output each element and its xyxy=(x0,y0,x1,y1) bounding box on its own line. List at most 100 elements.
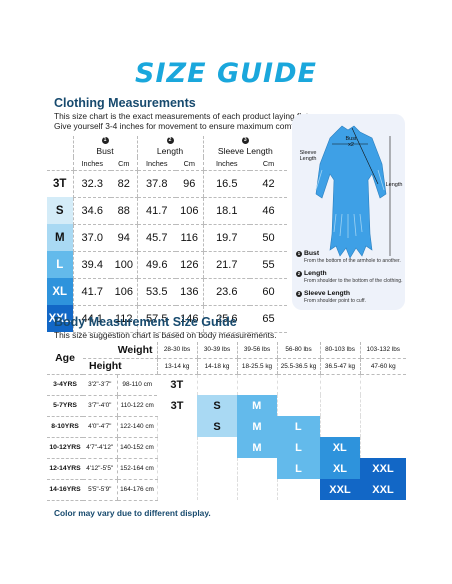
size-cell xyxy=(319,374,360,395)
size-label: 3T xyxy=(47,170,73,197)
weight-lbs: 56-80 lbs xyxy=(276,342,320,359)
size-cell xyxy=(236,479,277,500)
measurement-cell: 116 xyxy=(176,224,204,252)
table-row: 8-10YRS 4'0"-4'7" 122-140 cm S M L xyxy=(47,416,406,438)
length-label: Length xyxy=(385,182,403,188)
size-cell: L xyxy=(277,437,320,458)
bust-header: 1 Bust xyxy=(72,136,138,157)
clothing-desc-1: This size chart is the exact measurement… xyxy=(54,111,311,121)
measurement-cell: 42 xyxy=(250,170,288,198)
measurement-cell: 53.5 xyxy=(136,278,177,306)
number-badge: 2 xyxy=(166,137,174,144)
number-badge: 3 xyxy=(241,137,249,144)
measurement-cell: 23.6 xyxy=(202,278,251,306)
unit-label: Cm xyxy=(111,157,138,171)
height-cell: 4'0"-4'7" xyxy=(83,416,117,438)
weight-lbs: 30-39 lbs xyxy=(196,342,237,359)
measurement-cell: 106 xyxy=(176,197,204,225)
measurement-cell: 65 xyxy=(250,305,288,333)
height-label: Height xyxy=(83,358,157,375)
size-cell: XXL xyxy=(360,458,406,479)
measurement-cell: 112 xyxy=(111,305,138,333)
measurement-cell: 146 xyxy=(176,305,204,333)
weight-kg: 14-18 kg xyxy=(196,358,237,375)
height-cell: 4'7"-4'12" xyxy=(83,437,117,459)
size-cell xyxy=(196,458,237,479)
size-cell xyxy=(359,374,406,395)
age-cell: 8-10YRS xyxy=(47,416,83,438)
size-cell: XXL xyxy=(360,479,406,500)
measurement-cell: 50 xyxy=(250,224,288,252)
measurement-cell: 100 xyxy=(111,251,138,279)
measurement-cell: 136 xyxy=(176,278,204,306)
size-cell xyxy=(156,458,197,479)
dress-illustration xyxy=(315,125,391,259)
measurement-cell: 46 xyxy=(250,197,288,225)
measurement-cell: 57.5 xyxy=(136,305,177,333)
measurement-cell: 106 xyxy=(111,278,138,306)
measurement-cell: 41.7 xyxy=(136,197,177,225)
unit-label: Inches xyxy=(72,157,111,171)
size-label: XXL xyxy=(47,305,73,332)
measurement-cell: 37.8 xyxy=(136,170,177,198)
size-cell: M xyxy=(237,416,277,437)
size-cell xyxy=(359,437,406,458)
sleeve-length-label: Sleeve Length xyxy=(299,150,317,162)
clothing-heading: Clothing Measurements xyxy=(54,96,196,110)
age-cell: 14-16YRS xyxy=(47,479,83,501)
measurement-cell: 16.5 xyxy=(202,170,251,198)
weight-lbs: 28-30 lbs xyxy=(156,342,197,359)
age-cell: 10-12YRS xyxy=(47,437,83,459)
unit-label: Cm xyxy=(250,157,288,171)
age-label: Age xyxy=(47,342,83,375)
weight-lbs: 103-132 lbs xyxy=(359,342,406,359)
table-row: L 39.4 100 49.6 126 21.7 55 xyxy=(47,251,288,279)
unit-label: Inches xyxy=(202,157,251,171)
legend-length: 2 Length From shoulder to the bottom of t… xyxy=(296,270,403,284)
measurement-cell: 44.1 xyxy=(72,305,111,333)
table-row: M 37.0 94 45.7 116 19.7 50 xyxy=(47,224,288,252)
size-cell: M xyxy=(237,437,277,458)
size-cell: S xyxy=(197,416,237,437)
measurement-cell: 21.7 xyxy=(202,251,251,279)
weight-lbs: 80-103 lbs xyxy=(319,342,360,359)
measurement-cell: 18.1 xyxy=(202,197,251,225)
weight-kg: 13-14 kg xyxy=(156,358,197,375)
size-cell xyxy=(156,479,197,500)
table-row: XL 41.7 106 53.5 136 23.6 60 xyxy=(47,278,288,306)
clothing-desc-2: Give yourself 3-4 inches for movement to… xyxy=(54,121,306,131)
table-row: S 34.6 88 41.7 106 18.1 46 xyxy=(47,197,288,225)
size-cell xyxy=(156,437,197,458)
body-size-table: Age Weight 28-30 lbs 30-39 lbs 39-56 lbs… xyxy=(47,342,406,501)
measurement-cell: 19.7 xyxy=(202,224,251,252)
page-title: SIZE GUIDE xyxy=(135,58,317,89)
clothing-size-table: 1 Bust 2 Length 3 Sleeve Length Inches C… xyxy=(47,136,288,333)
size-label: M xyxy=(47,224,73,251)
table-row: 12-14YRS 4'12"-5'5" 152-164 cm L XL XXL xyxy=(47,458,406,480)
measurement-cell: 45.7 xyxy=(136,224,177,252)
size-cell xyxy=(156,416,197,437)
size-cell: 3T xyxy=(157,374,197,395)
size-cell: XXL xyxy=(320,479,360,500)
height-cell: 98-110 cm xyxy=(116,374,157,396)
age-cell: 12-14YRS xyxy=(47,458,83,480)
measurement-cell: 82 xyxy=(111,170,138,198)
length-header: 2 Length xyxy=(136,136,204,157)
size-cell: M xyxy=(237,395,277,416)
size-cell xyxy=(276,374,320,395)
size-cell: S xyxy=(197,395,237,416)
unit-label: Inches xyxy=(136,157,177,171)
size-cell xyxy=(276,479,320,500)
measurement-cell: 34.6 xyxy=(72,197,111,225)
size-cell: L xyxy=(277,416,320,437)
measurement-cell: 41.7 xyxy=(72,278,111,306)
height-cell: 4'12"-5'5" xyxy=(83,458,117,480)
height-cell: 164-176 cm xyxy=(116,479,157,501)
measurement-cell: 94 xyxy=(111,224,138,252)
color-note: Color may vary due to different display. xyxy=(54,508,211,518)
size-cell xyxy=(319,395,360,416)
table-row: 3-4YRS 3'2"-3'7" 98-110 cm 3T xyxy=(47,374,406,396)
table-row: 10-12YRS 4'7"-4'12" 140-152 cm M L XL xyxy=(47,437,406,459)
weight-kg: 36.5-47 kg xyxy=(319,358,360,375)
size-cell xyxy=(196,437,237,458)
